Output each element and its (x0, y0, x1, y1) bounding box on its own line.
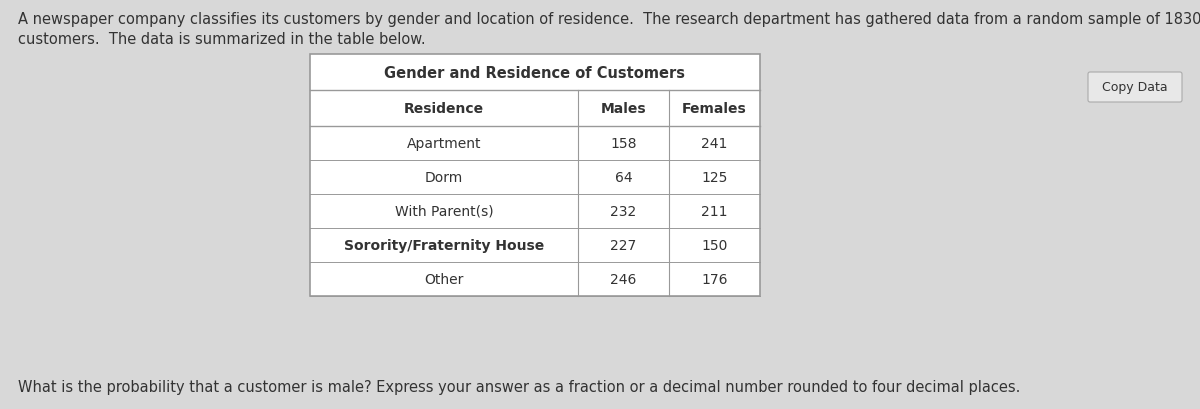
Bar (310, 55, 760, 296)
Text: With Parent(s): With Parent(s) (395, 204, 493, 218)
FancyBboxPatch shape (1088, 73, 1182, 103)
Text: Other: Other (425, 272, 463, 286)
Text: Dorm: Dorm (425, 171, 463, 184)
Text: Copy Data: Copy Data (1102, 81, 1168, 94)
Text: 150: 150 (701, 238, 727, 252)
Bar (310, 161, 760, 195)
Text: A newspaper company classifies its customers by gender and location of residence: A newspaper company classifies its custo… (18, 12, 1200, 27)
Bar (310, 91, 760, 127)
Text: 246: 246 (611, 272, 637, 286)
Text: 176: 176 (701, 272, 727, 286)
Bar (310, 262, 760, 296)
Text: 158: 158 (611, 137, 637, 151)
Text: Males: Males (601, 102, 647, 116)
Bar (310, 127, 760, 161)
Bar (310, 55, 760, 91)
Text: Apartment: Apartment (407, 137, 481, 151)
Text: What is the probability that a customer is male? Express your answer as a fracti: What is the probability that a customer … (18, 379, 1020, 394)
Text: 227: 227 (611, 238, 637, 252)
Text: 232: 232 (611, 204, 637, 218)
Text: 241: 241 (701, 137, 727, 151)
Text: 64: 64 (614, 171, 632, 184)
Text: customers.  The data is summarized in the table below.: customers. The data is summarized in the… (18, 32, 426, 47)
Text: 125: 125 (701, 171, 727, 184)
Bar (310, 229, 760, 262)
Text: Sorority/Fraternity House: Sorority/Fraternity House (344, 238, 544, 252)
Text: 211: 211 (701, 204, 727, 218)
Text: Females: Females (682, 102, 746, 116)
Bar (310, 195, 760, 229)
Text: Gender and Residence of Customers: Gender and Residence of Customers (384, 65, 685, 80)
Text: Residence: Residence (404, 102, 484, 116)
